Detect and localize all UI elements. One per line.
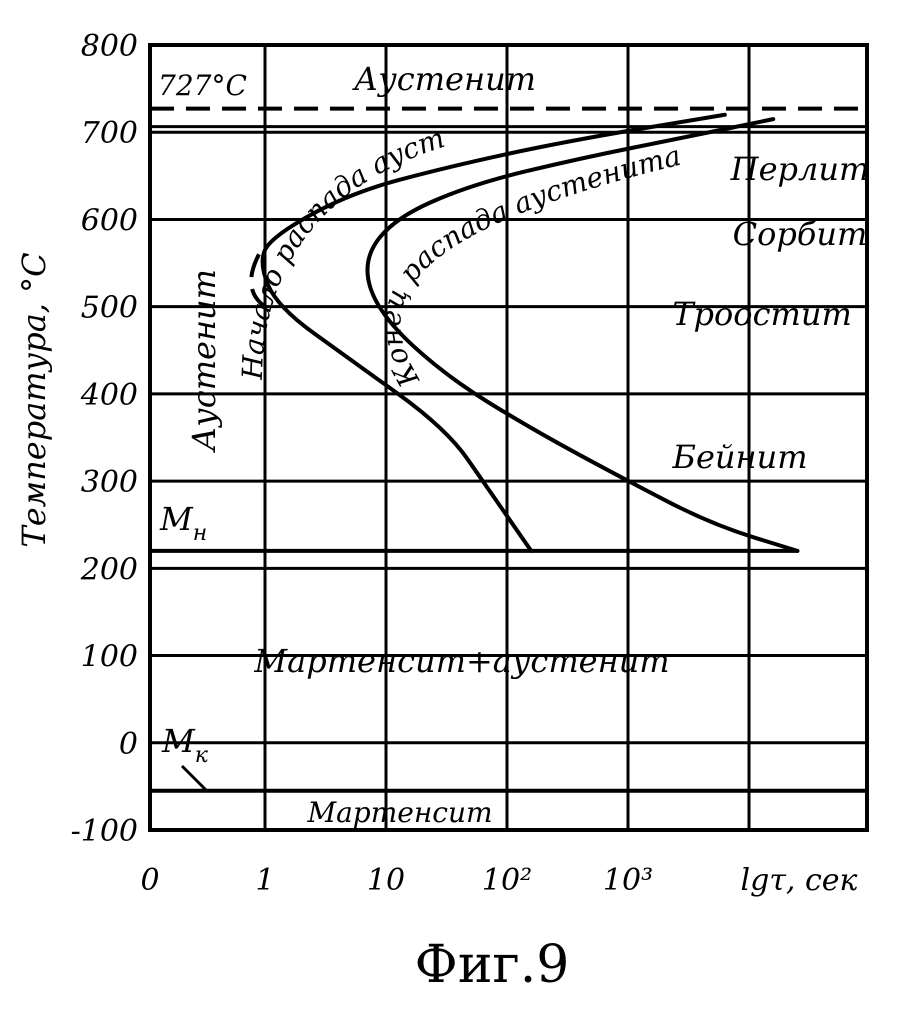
curve-start-of-transformation	[260, 112, 727, 553]
x-tick-2: 10	[367, 863, 405, 898]
figure-caption: Фиг.9	[415, 935, 570, 995]
grid-layer	[148, 45, 869, 830]
curve-start-nose-dashed	[249, 253, 267, 309]
mk-tick-mark	[180, 764, 208, 792]
curve-label-end: Конец распада аустенита	[374, 139, 684, 393]
region-martensite-austenite: Мартенсит+аустенит	[253, 642, 669, 680]
a1-label: 727°С	[158, 69, 247, 102]
region-bainite: Бейнит	[671, 438, 807, 476]
region-sorbite: Сорбит	[733, 215, 868, 253]
y-tick-600: 600	[81, 203, 138, 238]
mk-label: Мк	[161, 722, 209, 768]
y-tick-700: 700	[81, 116, 138, 151]
curve-layer	[249, 112, 800, 553]
y-tick-0: 0	[119, 727, 138, 762]
x-tick-3: 10²	[482, 863, 532, 898]
y-tick-500: 500	[81, 291, 138, 326]
region-austenite-top: Аустенит	[352, 60, 536, 98]
x-tick-labels: 0 1 10 10² 10³ lgτ, сек	[140, 863, 857, 898]
y-axis-label: Температура, °С	[15, 252, 53, 547]
y-tick-labels: 800 700 600 500 400 300 200 100 0 -100	[71, 29, 138, 849]
y-tick-200: 200	[80, 552, 138, 587]
x-tick-0: 0	[140, 863, 159, 898]
x-tick-5: lgτ, сек	[741, 863, 858, 898]
region-troostite: Троостит	[672, 295, 852, 333]
curve-end-of-transformation	[365, 117, 800, 553]
region-austenite-left: Аустенит	[185, 269, 223, 453]
y-tick-800: 800	[81, 29, 138, 64]
x-tick-4: 10³	[603, 863, 653, 898]
y-tick-400: 400	[80, 378, 138, 413]
y-tick-100: 100	[81, 640, 138, 675]
x-tick-1: 1	[255, 863, 274, 898]
y-tick--100: -100	[71, 814, 138, 849]
mn-label: Мн	[159, 500, 207, 546]
region-martensite: Мартенсит	[306, 796, 492, 829]
y-tick-300: 300	[81, 465, 138, 500]
region-pearlite: Перлит	[730, 150, 870, 188]
